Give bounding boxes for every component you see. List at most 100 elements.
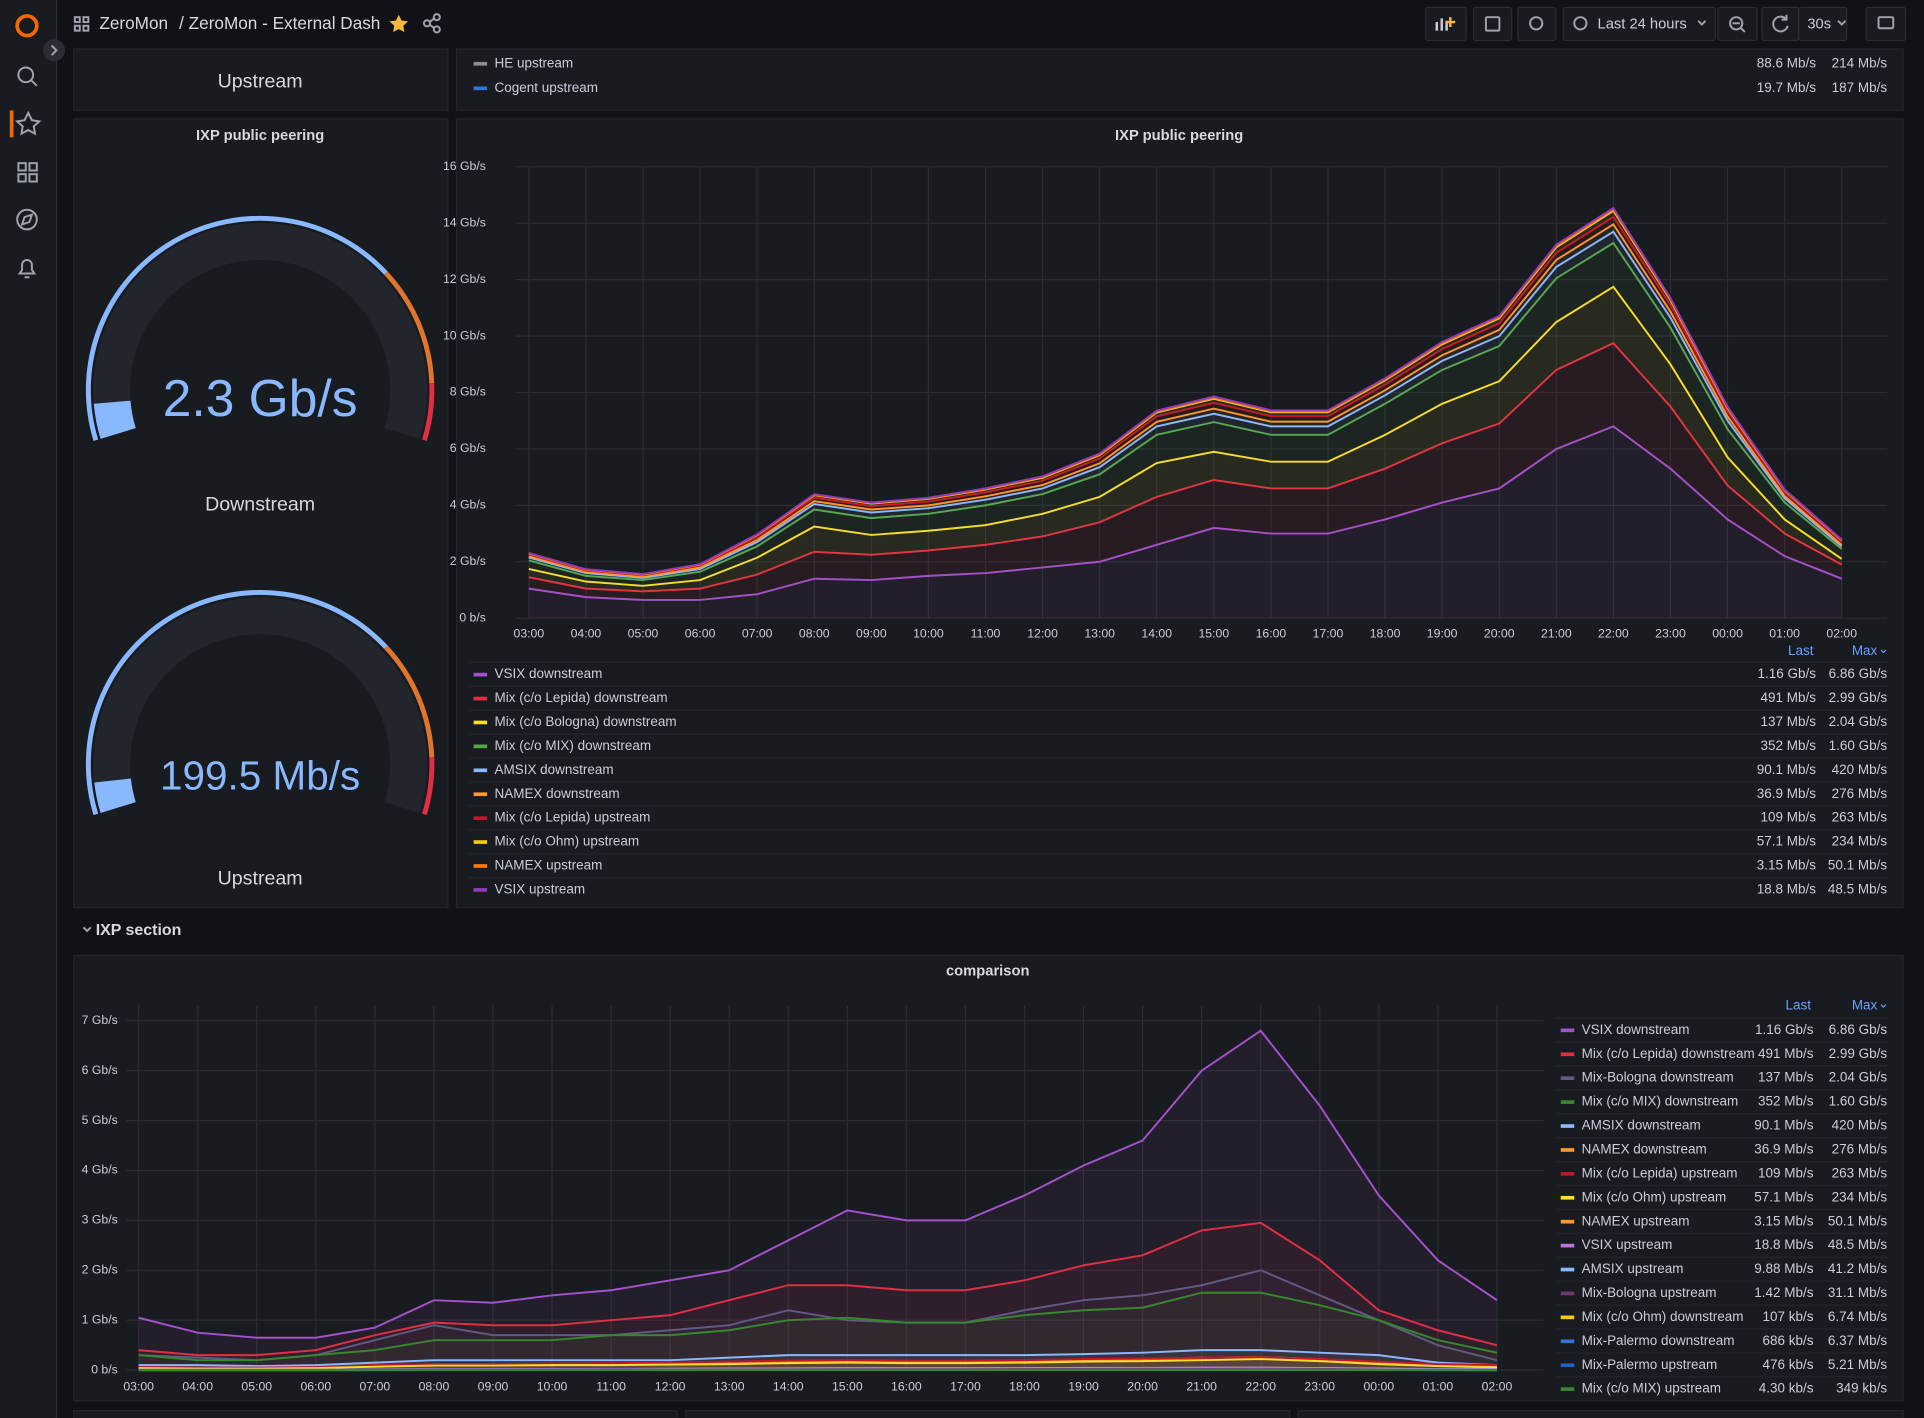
legend-last: 109 Mb/s (1760, 810, 1816, 825)
time-picker[interactable] (1562, 6, 1716, 42)
legend-max: 5.21 Mb/s (1828, 1357, 1887, 1372)
x-tick-label: 07:00 (360, 1380, 391, 1394)
legend-max: 420 Mb/s (1832, 762, 1888, 777)
legend-name: Mix (c/o Lepida) downstream (494, 690, 667, 705)
legend-max: 41.2 Mb/s (1828, 1261, 1887, 1276)
gauge-fill (94, 778, 136, 813)
threshold-ring (422, 757, 435, 816)
y-tick-label: 2 Gb/s (82, 1263, 118, 1277)
legend-last: 3.15 Mb/s (1754, 1213, 1813, 1228)
favorite-star[interactable] (389, 14, 408, 33)
legend-name: Cogent upstream (494, 80, 597, 95)
x-tick-label: 18:00 (1370, 626, 1401, 640)
y-tick-label: 4 Gb/s (82, 1163, 118, 1177)
legend-max: 50.1 Mb/s (1828, 858, 1887, 873)
legend-last: 476 kb/s (1763, 1357, 1814, 1372)
legend-swatch (1560, 1100, 1575, 1104)
legend-name: Mix (c/o Lepida) upstream (1582, 1165, 1738, 1180)
legend-name: AMSIX downstream (494, 762, 613, 777)
row-chevron[interactable] (82, 926, 92, 933)
x-tick-label: 04:00 (571, 626, 602, 640)
nav-active-indicator (9, 110, 14, 138)
series-line (138, 1221, 1498, 1357)
y-tick-label: 6 Gb/s (82, 1063, 118, 1077)
legend-swatch (473, 888, 488, 892)
legend-max: 6.37 Mb/s (1828, 1333, 1887, 1348)
series-line (138, 1269, 1498, 1362)
x-tick-label: 14:00 (773, 1380, 804, 1394)
refresh-button[interactable] (1761, 6, 1800, 42)
x-tick-label: 13:00 (714, 1380, 745, 1394)
x-tick-label: 17:00 (1313, 626, 1344, 640)
legend-header[interactable]: Max (1852, 643, 1878, 658)
save-button[interactable] (1473, 6, 1513, 42)
series-line (138, 1356, 1497, 1369)
legend-name: NAMEX upstream (1582, 1213, 1690, 1228)
series-line (528, 342, 1843, 593)
legend-last: 18.8 Mb/s (1757, 881, 1816, 896)
legend-swatch (1560, 1339, 1575, 1344)
x-tick-label: 08:00 (419, 1380, 450, 1394)
nav-starred[interactable] (14, 110, 42, 136)
panel (73, 48, 449, 112)
legend-name: Mix (c/o Ohm) downstream (1582, 1309, 1744, 1324)
share-button[interactable] (422, 13, 441, 34)
y-tick-label: 6 Gb/s (450, 441, 486, 455)
x-tick-label: 19:00 (1068, 1380, 1099, 1394)
tv-mode-button[interactable] (1865, 6, 1907, 42)
series-line (138, 1358, 1497, 1370)
row-title[interactable]: IXP section (96, 922, 182, 939)
y-tick-label: 8 Gb/s (450, 385, 486, 399)
logo[interactable] (15, 14, 39, 38)
legend-max: 6.86 Gb/s (1829, 666, 1888, 681)
legend-name: VSIX upstream (494, 881, 585, 896)
x-tick-label: 02:00 (1826, 626, 1857, 640)
legend-max: 187 Mb/s (1832, 80, 1888, 95)
expand-icon (50, 44, 58, 56)
expand-button[interactable] (42, 39, 66, 62)
legend-name: VSIX upstream (1582, 1237, 1673, 1252)
legend-max: 48.5 Mb/s (1828, 881, 1887, 896)
x-tick-label: 04:00 (182, 1380, 213, 1394)
settings-button[interactable] (1517, 6, 1557, 42)
legend-swatch (1560, 1387, 1575, 1391)
gauge-label: Upstream (218, 868, 303, 890)
nav-dashboards[interactable] (17, 162, 38, 183)
gauge-track (93, 223, 427, 439)
sort-icon (1880, 649, 1887, 654)
breadcrumb-folder[interactable]: ZeroMon (99, 13, 168, 33)
legend-swatch (1560, 1291, 1575, 1296)
legend-last: 36.9 Mb/s (1754, 1142, 1813, 1157)
legend-max: 6.74 Mb/s (1828, 1309, 1887, 1324)
sidebar (0, 0, 57, 1418)
legend-last: 36.9 Mb/s (1757, 786, 1816, 801)
nav-search[interactable] (17, 66, 38, 87)
legend-swatch (1560, 1267, 1575, 1272)
legend-max: 234 Mb/s (1832, 834, 1888, 849)
legend-last: 88.6 Mb/s (1757, 55, 1816, 70)
nav-alerting[interactable] (17, 259, 37, 279)
x-tick-label: 09:00 (478, 1380, 509, 1394)
legend-header[interactable]: Max (1852, 997, 1878, 1012)
panel (685, 1409, 1291, 1418)
nav-explore[interactable] (16, 208, 38, 231)
legend-max: 2.04 Gb/s (1829, 714, 1888, 729)
legend-swatch (1560, 1124, 1575, 1128)
legend-max: 2.99 Gb/s (1829, 1046, 1888, 1061)
x-tick-label: 22:00 (1598, 626, 1629, 640)
sort-icon (1880, 1004, 1887, 1008)
y-tick-label: 7 Gb/s (82, 1013, 118, 1027)
legend-last: 352 Mb/s (1758, 1094, 1814, 1109)
legend-last: 4.30 kb/s (1759, 1381, 1814, 1396)
gauge-fill (93, 400, 136, 439)
x-tick-label: 03:00 (123, 1380, 154, 1394)
dashboard-title[interactable]: / ZeroMon - External Dash (179, 13, 380, 33)
time-chevron (1697, 20, 1707, 26)
legend-swatch (473, 720, 488, 725)
x-tick-label: 15:00 (1198, 626, 1229, 640)
legend-swatch (1560, 1219, 1575, 1224)
refresh-interval[interactable] (1798, 6, 1848, 42)
y-tick-label: 4 Gb/s (450, 498, 486, 512)
x-tick-label: 20:00 (1127, 1380, 1158, 1394)
legend-name: Mix (c/o Ohm) upstream (1582, 1189, 1727, 1204)
